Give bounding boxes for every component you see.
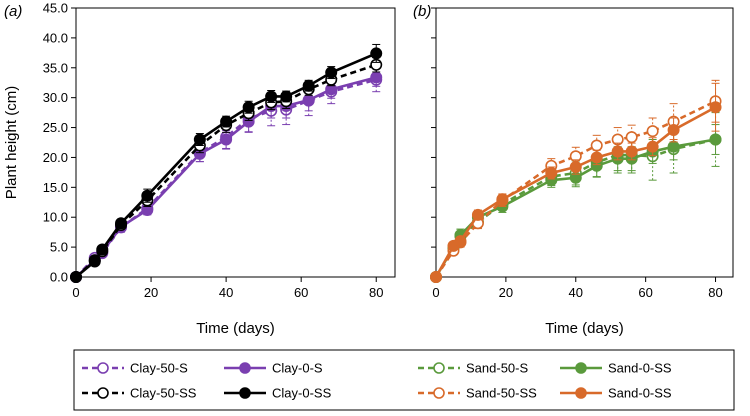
x-tick-label: 0 [72, 285, 79, 300]
legend-marker [433, 387, 445, 399]
legend-item-clay-0-s: Clay-0-S [224, 361, 323, 376]
legend-item-sand-0-ss: Sand-0-SS [560, 386, 672, 401]
series-clay-0-s [70, 67, 383, 283]
legend-marker [239, 387, 251, 399]
x-tick-label: 80 [369, 285, 383, 300]
legend-marker [97, 387, 109, 399]
y-tick-label: 20.0 [43, 150, 68, 165]
series-line [75, 78, 377, 278]
data-point [429, 270, 442, 283]
y-tick-label: 0.0 [50, 270, 68, 285]
legend-marker [575, 362, 587, 374]
data-point [302, 94, 315, 107]
series-sand-0-ss [429, 82, 722, 283]
data-point [242, 101, 255, 114]
legend-marker [575, 387, 587, 399]
data-point [646, 140, 659, 153]
legend-item-clay-50-ss: Clay-50-SS [82, 386, 197, 401]
y-tick-label: 35.0 [43, 60, 68, 75]
plot-frame [75, 7, 396, 278]
data-point [454, 235, 467, 248]
data-point [96, 243, 109, 256]
legend-item-clay-50-s: Clay-50-S [82, 361, 188, 376]
data-point [667, 140, 680, 153]
panel-a-chart: 0 20 40 60 80 0.0 5.0 10.0 15.0 20.0 25.0 30.0 35.0 4… [3, 1, 396, 337]
series-clay-50-s [70, 67, 383, 283]
x-tick-label: 60 [638, 285, 652, 300]
data-point [193, 133, 206, 146]
data-point [667, 123, 680, 136]
legend-marker [433, 362, 445, 374]
legend-marker [239, 362, 251, 374]
data-point [471, 208, 484, 221]
y-tick-label: 5.0 [50, 240, 68, 255]
legend-label: Clay-50-S [130, 361, 188, 376]
x-tick-label: 20 [499, 285, 513, 300]
legend-box [73, 349, 735, 411]
x-tick-label: 40 [219, 285, 233, 300]
panel-b-chart: 0 20 40 60 80 (b) Time (days) [413, 3, 734, 337]
panel-label: (b) [413, 3, 431, 20]
y-tick-label: 25.0 [43, 120, 68, 135]
legend-label: Clay-0-SS [272, 386, 332, 401]
legend-item-sand-50-ss: Sand-50-SS [418, 386, 537, 401]
legend: Clay-50-S Clay-0-S Sand-50-S Sand-0-SS Clay-… [73, 349, 735, 411]
data-point [709, 133, 722, 146]
series-clay-0-ss [70, 43, 383, 283]
legend-item-clay-0-ss: Clay-0-SS [224, 386, 332, 401]
x-tick-label: 0 [432, 285, 439, 300]
y-axis-label: Plant height (cm) [3, 86, 20, 199]
y-tick-label: 15.0 [43, 180, 68, 195]
data-point [141, 189, 154, 202]
x-tick-label: 20 [144, 285, 158, 300]
data-point [302, 79, 315, 92]
legend-label: Sand-50-SS [466, 386, 537, 401]
legend-marker [97, 362, 109, 374]
data-point [325, 66, 338, 79]
y-tick-label: 30.0 [43, 90, 68, 105]
data-point [611, 145, 624, 158]
legend-item-sand-0-ss: Sand-0-SS [560, 361, 672, 376]
data-point [590, 151, 603, 164]
x-tick-label: 80 [708, 285, 722, 300]
x-tick-label: 60 [294, 285, 308, 300]
x-tick-label: 40 [569, 285, 583, 300]
legend-label: Sand-0-SS [608, 386, 672, 401]
series-sand-50-s [429, 112, 722, 283]
data-point [220, 115, 233, 128]
data-point [280, 90, 293, 103]
data-point [590, 139, 603, 152]
data-point [496, 193, 509, 206]
legend-item-sand-50-s: Sand-50-S [418, 361, 528, 376]
data-point [370, 71, 383, 84]
legend-label: Clay-50-SS [130, 386, 197, 401]
data-point [569, 161, 582, 174]
y-tick-label: 40.0 [43, 30, 68, 45]
data-point [545, 166, 558, 179]
data-point [220, 133, 233, 146]
data-point [709, 101, 722, 114]
data-point [70, 270, 83, 283]
y-tick-label: 45.0 [43, 1, 68, 16]
legend-label: Clay-0-S [272, 361, 323, 376]
legend-label: Sand-0-SS [608, 361, 672, 376]
y-tick-label: 10.0 [43, 210, 68, 225]
data-point [265, 90, 278, 103]
data-point [646, 125, 659, 138]
plot-frame [435, 7, 734, 278]
x-axis-label: Time (days) [545, 320, 624, 337]
data-point [625, 145, 638, 158]
panel-label: (a) [4, 3, 22, 20]
data-point [625, 131, 638, 144]
data-point [370, 47, 383, 60]
data-point [115, 217, 128, 230]
legend-label: Sand-50-S [466, 361, 528, 376]
series-line [75, 76, 377, 278]
x-axis-label: Time (days) [196, 320, 275, 337]
data-point [88, 255, 101, 268]
